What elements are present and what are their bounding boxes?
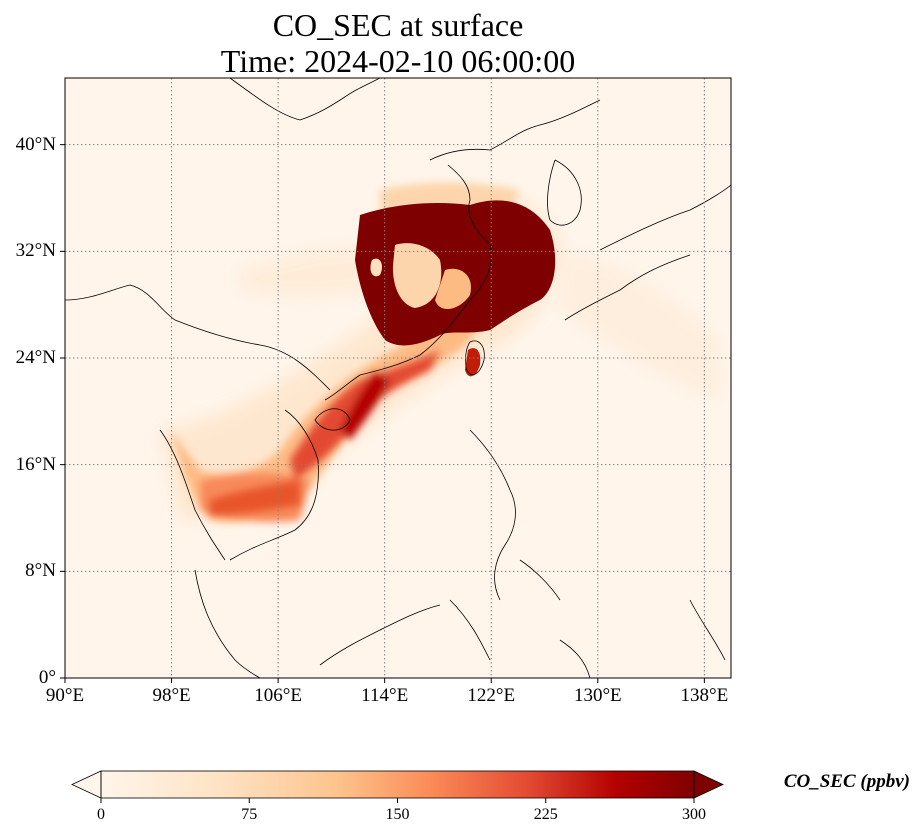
colorbar-tick-label: 300 — [682, 806, 706, 823]
colorbar-tick-label: 0 — [97, 806, 105, 823]
colorbar-label: CO_SEC (ppbv) — [783, 771, 910, 792]
coastlines — [65, 78, 731, 678]
lon-tick-label: 106°E — [254, 685, 302, 706]
lon-tick-label: 130°E — [573, 685, 622, 706]
lon-tick-label: 122°E — [467, 685, 516, 706]
lon-tick-label: 98°E — [152, 685, 191, 706]
lat-tick-label: 32°N — [15, 240, 56, 262]
lat-tick-label: 40°N — [15, 133, 56, 155]
lon-tick-label: 114°E — [361, 685, 409, 706]
map-title: CO_SEC at surface — [272, 7, 524, 43]
map-time: Time: 2024-02-10 06:00:00 — [220, 43, 576, 79]
lat-tick-label: 16°N — [15, 453, 56, 475]
lat-tick-label: 0° — [38, 667, 56, 688]
lon-tick-label: 90°E — [45, 685, 85, 706]
colorbar-tick-label: 75 — [241, 806, 258, 823]
lon-tick-label: 138°E — [680, 685, 729, 706]
colorbar-tick-label: 150 — [385, 806, 410, 823]
concentration-field — [65, 78, 731, 678]
colorbar — [71, 770, 724, 803]
lat-tick-label: 8°N — [25, 560, 56, 582]
lat-tick-label: 24°N — [15, 347, 56, 368]
map-gridlines — [65, 78, 731, 678]
map-frame — [64, 77, 732, 679]
map-tick-marks — [60, 144, 705, 683]
colorbar-tick-label: 225 — [533, 806, 558, 823]
